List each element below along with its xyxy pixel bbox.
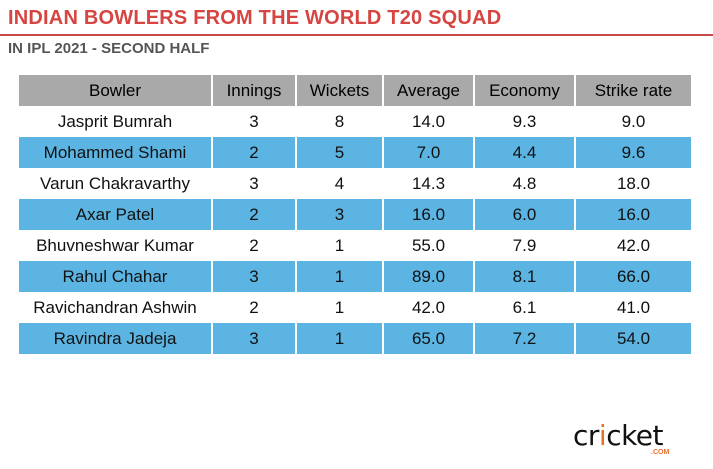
table-body: Jasprit Bumrah 3 8 14.0 9.3 9.0 Mohammed Shami… <box>19 106 691 354</box>
bowler-name-cell: Ravindra Jadeja <box>19 323 213 354</box>
strike-rate-cell: 66.0 <box>576 261 691 292</box>
column-header-economy: Economy <box>475 75 576 106</box>
wickets-cell: 3 <box>297 199 384 230</box>
economy-cell: 9.3 <box>475 106 576 137</box>
table-row: Ravichandran Ashwin 2 1 42.0 6.1 41.0 <box>19 292 691 323</box>
column-header-wickets: Wickets <box>297 75 384 106</box>
wickets-cell: 1 <box>297 261 384 292</box>
table-row: Ravindra Jadeja 3 1 65.0 7.2 54.0 <box>19 323 691 354</box>
wickets-cell: 4 <box>297 168 384 199</box>
innings-cell: 3 <box>213 106 297 137</box>
average-cell: 65.0 <box>384 323 475 354</box>
innings-cell: 3 <box>213 323 297 354</box>
bowler-name-cell: Mohammed Shami <box>19 137 213 168</box>
bowler-name-cell: Axar Patel <box>19 199 213 230</box>
strike-rate-cell: 42.0 <box>616 235 651 255</box>
wickets-cell: 5 <box>297 137 384 168</box>
average-cell: 89.0 <box>384 261 475 292</box>
column-header-innings: Innings <box>213 75 297 106</box>
wickets-cell: 1 <box>297 292 384 323</box>
bowler-name-cell: Bhuvneshwar Kumar <box>19 230 213 261</box>
wickets-cell: 1 <box>297 323 384 354</box>
table-row: Bhuvneshwar Kumar 2 1 55.0 7.9 42.0 <box>19 230 691 261</box>
innings-cell: 2 <box>213 137 297 168</box>
innings-cell: 3 <box>213 261 297 292</box>
economy-cell: 6.0 <box>475 199 576 230</box>
wickets-cell: 8 <box>297 106 384 137</box>
bowlers-table: Bowler Innings Wickets Average Economy S… <box>19 75 691 354</box>
logo-wordmark: cricket <box>573 419 664 452</box>
table-row: Axar Patel 2 3 16.0 6.0 16.0 <box>19 199 691 230</box>
average-cell: 55.0 <box>384 230 475 261</box>
economy-cell: 6.1 <box>475 292 576 323</box>
average-cell: 14.0 <box>384 106 475 137</box>
strike-rate-cell: 41.0 <box>616 297 651 317</box>
table-row: Mohammed Shami 2 5 7.0 4.4 9.6 <box>19 137 691 168</box>
cricket-com-logo: cricket .COM <box>573 419 693 459</box>
strike-rate-cell: 18.0 <box>616 173 651 193</box>
strike-rate-cell: 9.0 <box>621 111 646 131</box>
average-cell: 7.0 <box>384 137 475 168</box>
innings-cell: 3 <box>213 168 297 199</box>
title-divider <box>0 34 713 36</box>
bowler-name-cell: Rahul Chahar <box>19 261 213 292</box>
page-title: INDIAN BOWLERS FROM THE WORLD T20 SQUAD <box>8 7 502 29</box>
average-cell: 14.3 <box>384 168 475 199</box>
table-row: Rahul Chahar 3 1 89.0 8.1 66.0 <box>19 261 691 292</box>
page-subtitle: IN IPL 2021 - SECOND HALF <box>8 40 210 57</box>
column-header-bowler: Bowler <box>19 75 213 106</box>
economy-cell: 4.4 <box>475 137 576 168</box>
logo-suffix: .COM <box>651 449 670 456</box>
column-header-average: Average <box>384 75 475 106</box>
strike-rate-cell: 16.0 <box>576 199 691 230</box>
economy-cell: 7.2 <box>475 323 576 354</box>
table-row: Varun Chakravarthy 3 4 14.3 4.8 18.0 <box>19 168 691 199</box>
bowler-name-cell: Ravichandran Ashwin <box>19 292 213 323</box>
bowler-name-cell: Varun Chakravarthy <box>19 168 213 199</box>
strike-rate-cell: 9.6 <box>576 137 691 168</box>
bowler-name-cell: Jasprit Bumrah <box>19 106 213 137</box>
economy-cell: 4.8 <box>475 168 576 199</box>
table-row: Jasprit Bumrah 3 8 14.0 9.3 9.0 <box>19 106 691 137</box>
wickets-cell: 1 <box>297 230 384 261</box>
economy-cell: 7.9 <box>475 230 576 261</box>
innings-cell: 2 <box>213 292 297 323</box>
economy-cell: 8.1 <box>475 261 576 292</box>
column-header-strike-rate: Strike rate <box>576 75 691 106</box>
average-cell: 16.0 <box>384 199 475 230</box>
strike-rate-cell: 54.0 <box>576 323 691 354</box>
average-cell: 42.0 <box>384 292 475 323</box>
innings-cell: 2 <box>213 199 297 230</box>
innings-cell: 2 <box>213 230 297 261</box>
table-header-row: Bowler Innings Wickets Average Economy S… <box>19 75 691 106</box>
